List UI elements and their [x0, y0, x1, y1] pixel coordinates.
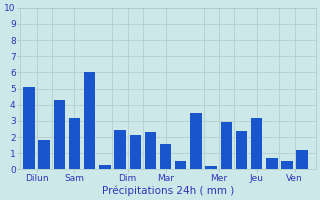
- Bar: [84, 72, 95, 169]
- Bar: [190, 113, 202, 169]
- Bar: [38, 140, 50, 169]
- Bar: [175, 161, 187, 169]
- Bar: [205, 166, 217, 169]
- X-axis label: Précipitations 24h ( mm ): Précipitations 24h ( mm ): [102, 185, 234, 196]
- Bar: [130, 135, 141, 169]
- Bar: [220, 122, 232, 169]
- Bar: [23, 87, 35, 169]
- Bar: [236, 131, 247, 169]
- Bar: [296, 150, 308, 169]
- Bar: [54, 100, 65, 169]
- Bar: [114, 130, 126, 169]
- Bar: [99, 165, 110, 169]
- Bar: [266, 158, 277, 169]
- Bar: [160, 144, 171, 169]
- Bar: [69, 118, 80, 169]
- Bar: [251, 118, 262, 169]
- Bar: [145, 132, 156, 169]
- Bar: [281, 161, 293, 169]
